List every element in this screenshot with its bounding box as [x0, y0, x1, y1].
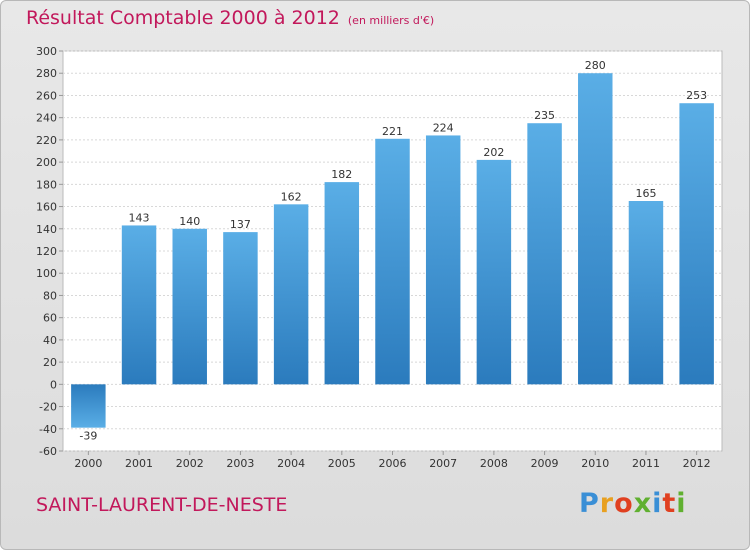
x-tick-label: 2011 — [632, 457, 660, 470]
y-tick-label: 280 — [36, 67, 57, 80]
bar-2001 — [121, 225, 157, 385]
x-tick-label: 2008 — [480, 457, 508, 470]
bar-2011 — [628, 201, 664, 385]
x-tick-label: 2005 — [328, 457, 356, 470]
commune-name: SAINT-LAURENT-DE-NESTE — [36, 494, 288, 516]
data-label-2004: 162 — [281, 190, 302, 203]
y-tick-label: 0 — [50, 378, 57, 391]
data-label-2006: 221 — [382, 125, 403, 138]
bars — [71, 73, 714, 428]
y-tick-label: -60 — [39, 445, 57, 458]
brand-letter: i — [652, 488, 663, 519]
data-label-2008: 202 — [483, 146, 504, 159]
data-label-2002: 140 — [179, 215, 200, 228]
data-label-2005: 182 — [331, 168, 352, 181]
bar-2007 — [425, 135, 461, 385]
x-tick-label: 2001 — [125, 457, 153, 470]
bar-2004 — [273, 204, 309, 385]
x-tick-label: 2012 — [683, 457, 711, 470]
bar-2002 — [172, 228, 207, 385]
brand-letter: o — [614, 488, 634, 519]
bar-2000 — [71, 384, 106, 428]
y-axis: -60 -40 -20 0 20 40 60 80 100 120 140 160 180 200 220 2… — [36, 45, 63, 458]
bar-2005 — [324, 182, 360, 385]
bar-2010 — [578, 73, 613, 385]
y-tick-label: 180 — [36, 178, 57, 191]
brand-letter: P — [579, 488, 600, 519]
data-label-2000: -39 — [79, 430, 97, 443]
y-tick-label: 100 — [36, 267, 57, 280]
brand-letter: t — [662, 488, 677, 519]
y-tick-label: -20 — [39, 401, 57, 414]
bar-2003 — [223, 232, 258, 385]
x-tick-label: 2004 — [277, 457, 305, 470]
y-tick-label: 200 — [36, 156, 57, 169]
data-label-2009: 235 — [534, 109, 555, 122]
y-tick-label: 240 — [36, 112, 57, 125]
y-tick-label: 300 — [36, 45, 57, 58]
brand-letter: r — [599, 488, 615, 519]
x-tick-label: 2002 — [176, 457, 204, 470]
x-tick-label: 2006 — [379, 457, 407, 470]
brand-logo: Proxiti — [579, 488, 687, 519]
chart-title: Résultat Comptable 2000 à 2012 (en millie… — [26, 7, 434, 29]
bar-2006 — [375, 138, 410, 385]
y-tick-label: 40 — [43, 334, 57, 347]
y-tick-label: 220 — [36, 134, 57, 147]
unit-label: (en milliers d'€) — [347, 14, 435, 27]
x-tick-label: 2003 — [226, 457, 254, 470]
y-tick-label: 60 — [43, 312, 57, 325]
brand-letter: i — [676, 488, 687, 519]
brand-letter: x — [633, 488, 653, 519]
y-tick-label: 80 — [43, 289, 57, 302]
data-label-2001: 143 — [129, 211, 150, 224]
x-tick-label: 2009 — [531, 457, 559, 470]
y-tick-label: 160 — [36, 201, 57, 214]
x-axis: 2000 2001 2002 2003 2004 2005 2006 2007 2008 2009… — [74, 451, 711, 470]
data-label-2007: 224 — [433, 121, 454, 134]
bar-2009 — [527, 123, 562, 385]
data-label-2012: 253 — [686, 89, 707, 102]
x-tick-label: 2010 — [581, 457, 609, 470]
y-tick-label: 120 — [36, 245, 57, 258]
y-tick-label: 260 — [36, 89, 57, 102]
data-label-2003: 137 — [230, 218, 251, 231]
x-tick-label: 2007 — [429, 457, 457, 470]
y-tick-label: -40 — [39, 423, 57, 436]
y-tick-label: 140 — [36, 223, 57, 236]
bar-2008 — [476, 159, 512, 385]
bar-2012 — [679, 103, 714, 385]
data-label-2011: 165 — [635, 187, 656, 200]
data-label-2010: 280 — [585, 59, 606, 72]
x-tick-label: 2000 — [74, 457, 102, 470]
data-labels: -39 143 140 137 162 182 221 224 202 235 280 165 253 — [79, 59, 707, 442]
y-tick-label: 20 — [43, 356, 57, 369]
title-text: Résultat Comptable 2000 à 2012 — [26, 7, 340, 29]
